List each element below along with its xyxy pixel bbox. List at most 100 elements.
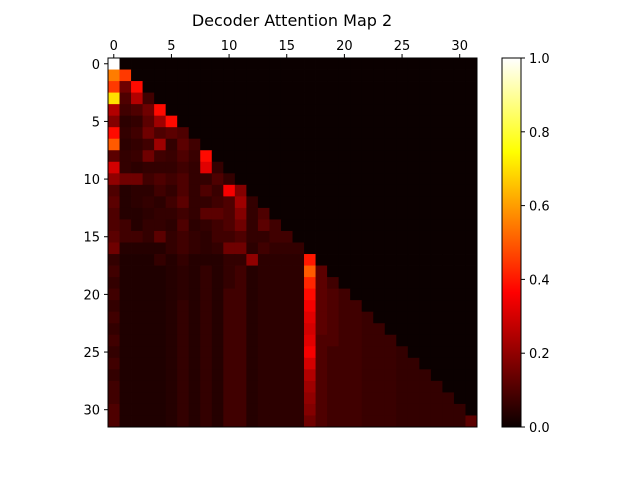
heatmap-cell xyxy=(384,196,397,209)
heatmap-cell xyxy=(234,138,247,151)
heatmap-cell xyxy=(211,58,224,70)
heatmap-cell xyxy=(211,357,224,370)
heatmap-cell xyxy=(453,115,466,128)
heatmap-cell xyxy=(165,311,178,324)
heatmap-cell xyxy=(465,92,478,105)
heatmap-cell xyxy=(338,369,351,382)
heatmap-cell xyxy=(131,230,143,243)
heatmap-cell xyxy=(211,311,224,324)
heatmap-cell xyxy=(200,300,213,313)
heatmap-cell xyxy=(188,311,201,324)
heatmap-cell xyxy=(327,288,340,301)
heatmap-cell xyxy=(442,184,455,197)
heatmap-cell xyxy=(442,69,455,82)
heatmap-cell xyxy=(361,265,374,278)
heatmap-cell xyxy=(407,242,420,255)
heatmap-cell xyxy=(327,323,340,336)
heatmap-cell xyxy=(108,415,120,428)
heatmap-cell xyxy=(327,265,340,278)
heatmap-cell xyxy=(188,196,201,209)
heatmap-cell xyxy=(154,207,167,220)
heatmap-cell xyxy=(453,311,466,324)
heatmap-cell xyxy=(223,184,236,197)
heatmap-cell xyxy=(131,357,143,370)
heatmap-cell xyxy=(350,334,363,347)
heatmap-cell xyxy=(200,69,213,82)
heatmap-cell xyxy=(280,104,293,117)
heatmap-cell xyxy=(292,300,305,313)
heatmap-cell xyxy=(304,254,316,266)
heatmap-cell xyxy=(223,115,236,128)
heatmap-cell xyxy=(407,392,420,405)
colorbar xyxy=(501,57,522,428)
heatmap-cell xyxy=(257,138,270,151)
heatmap-cell xyxy=(154,138,167,151)
heatmap-cell xyxy=(165,380,178,393)
heatmap-cell xyxy=(465,380,478,393)
heatmap-cell xyxy=(257,254,270,266)
heatmap-cell xyxy=(165,242,178,255)
heatmap-cell xyxy=(292,254,305,266)
heatmap-cell xyxy=(304,323,316,336)
heatmap-cell xyxy=(315,207,328,220)
heatmap-cell xyxy=(234,127,247,140)
heatmap-cell xyxy=(269,288,282,301)
heatmap-cell xyxy=(453,380,466,393)
heatmap-cell xyxy=(165,392,178,405)
heatmap-cell xyxy=(350,392,363,405)
heatmap-cell xyxy=(350,242,363,255)
heatmap-cell xyxy=(384,58,397,70)
heatmap-cell xyxy=(396,415,409,428)
heatmap-cell xyxy=(269,392,282,405)
heatmap-cell xyxy=(442,415,455,428)
heatmap-cell xyxy=(442,369,455,382)
heatmap-cell xyxy=(234,196,247,209)
heatmap-cell xyxy=(280,207,293,220)
heatmap-cell xyxy=(384,230,397,243)
heatmap-cell xyxy=(442,288,455,301)
heatmap-cell xyxy=(430,138,443,151)
heatmap-cell xyxy=(165,323,178,336)
heatmap-cell xyxy=(373,403,386,416)
heatmap-cell xyxy=(142,150,155,163)
heatmap-cell xyxy=(396,115,409,128)
heatmap-cell xyxy=(257,277,270,290)
heatmap-cell xyxy=(280,311,293,324)
heatmap-cell xyxy=(234,207,247,220)
heatmap-cell xyxy=(373,81,386,93)
heatmap-cell xyxy=(338,127,351,140)
heatmap-cell xyxy=(188,346,201,359)
heatmap-cell xyxy=(442,138,455,151)
heatmap-cell xyxy=(108,277,120,290)
heatmap-cell xyxy=(223,415,236,428)
heatmap-cell xyxy=(257,346,270,359)
heatmap-cell xyxy=(108,242,120,255)
heatmap-cell xyxy=(292,323,305,336)
heatmap-cell xyxy=(373,346,386,359)
heatmap-cell xyxy=(419,150,432,163)
heatmap-cell xyxy=(269,161,282,174)
heatmap-cell xyxy=(234,81,247,93)
heatmap-cell xyxy=(177,196,190,209)
heatmap-cell xyxy=(269,230,282,243)
heatmap-cell xyxy=(396,196,409,209)
heatmap-cell xyxy=(246,150,259,163)
heatmap-cell xyxy=(430,254,443,266)
heatmap-cell xyxy=(430,288,443,301)
heatmap-cell xyxy=(177,150,190,163)
heatmap-cell xyxy=(465,127,478,140)
heatmap-cell xyxy=(407,254,420,266)
heatmap-cell xyxy=(223,380,236,393)
heatmap-cell xyxy=(142,311,155,324)
heatmap-cell xyxy=(292,242,305,255)
heatmap-cell xyxy=(453,288,466,301)
heatmap-cell xyxy=(200,254,213,266)
heatmap-cell xyxy=(246,138,259,151)
heatmap-cell xyxy=(188,138,201,151)
heatmap-cell xyxy=(304,115,316,128)
heatmap-cell xyxy=(361,69,374,82)
heatmap-cell xyxy=(142,242,155,255)
heatmap-cell xyxy=(154,173,167,186)
heatmap-cell xyxy=(188,288,201,301)
heatmap-cell xyxy=(165,115,178,128)
